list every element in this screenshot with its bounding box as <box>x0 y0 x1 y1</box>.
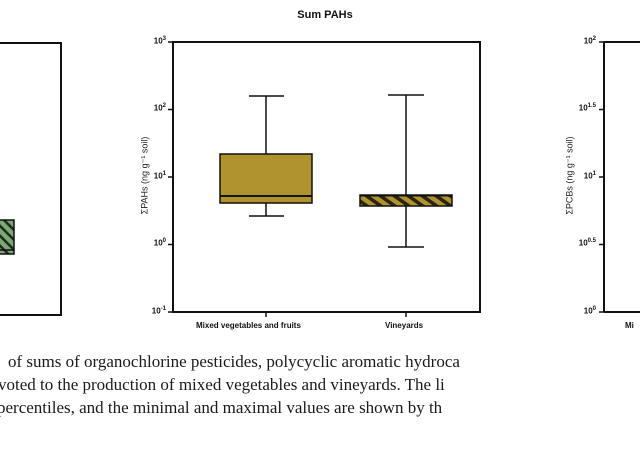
y-tick-label: 102 <box>153 103 166 113</box>
y-tick-label: 101 <box>153 171 166 181</box>
left-panel-frame <box>0 42 62 316</box>
caption-line: of sums of organochlorine pesticides, po… <box>8 352 460 371</box>
y-axis-label: ΣPCBs (ng g⁻¹ soil) <box>564 136 575 215</box>
y-axis-label: ΣPAHs (ng g⁻¹ soil) <box>139 136 150 215</box>
y-tick-label: 100 <box>583 306 596 316</box>
x-category-label: Vineyards <box>385 321 424 330</box>
caption-line: voted to the production of mixed vegetab… <box>0 375 445 394</box>
y-tick-label: 100.5 <box>578 238 596 248</box>
y-tick-label: 102 <box>583 36 596 46</box>
box-mixed-vegetables <box>219 95 313 217</box>
box-vineyards <box>359 94 453 248</box>
right-panel-axes <box>599 41 640 313</box>
x-category-label: Mixed vegetables and fruits <box>196 321 301 330</box>
center-panel-axes <box>168 41 481 317</box>
caption-line: percentiles, and the minimal and maximal… <box>0 398 443 417</box>
y-tick-label: 101 <box>583 171 596 181</box>
y-tick-label: 103 <box>153 36 166 46</box>
left-panel-box <box>0 219 15 255</box>
y-tick-label: 100 <box>153 238 166 248</box>
x-category-label: Mi <box>625 321 634 330</box>
figure-caption: of sums of organochlorine pesticides, po… <box>0 350 460 419</box>
y-tick-label: 10-1 <box>151 306 166 316</box>
chart-title: Sum PAHs <box>297 9 353 21</box>
y-tick-label: 101.5 <box>578 103 596 113</box>
